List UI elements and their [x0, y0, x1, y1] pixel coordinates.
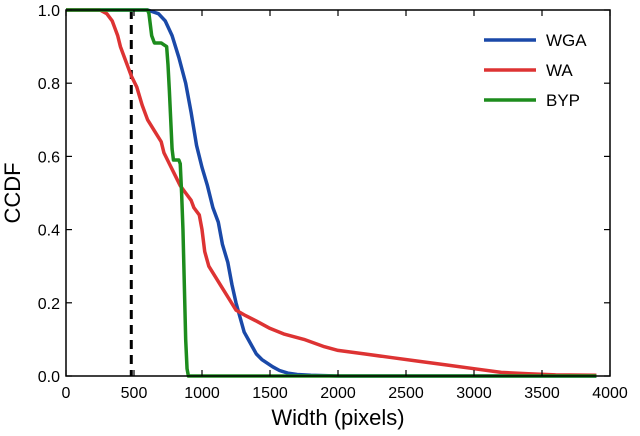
series-line-wa — [66, 8, 597, 378]
x-tick-label: 1500 — [252, 385, 288, 402]
y-tick-label: 0.2 — [38, 296, 60, 313]
series-line-byp — [66, 8, 597, 378]
axes-frame — [65, 9, 611, 377]
x-tick-label: 0 — [62, 385, 71, 402]
legend-label-wa: WA — [546, 61, 573, 80]
x-axis-label: Width (pixels) — [271, 405, 404, 430]
y-tick-label: 0.8 — [38, 76, 60, 93]
y-tick-label: 1.0 — [38, 3, 60, 20]
x-tick-label: 4000 — [592, 385, 628, 402]
x-tick-label: 3500 — [524, 385, 560, 402]
x-tick-label: 500 — [121, 385, 148, 402]
legend-label-byp: BYP — [546, 91, 580, 110]
y-axis-label: CCDF — [0, 162, 25, 223]
series-line-wga — [66, 8, 597, 378]
x-tick-label: 2500 — [388, 385, 424, 402]
x-tick-label: 1000 — [184, 385, 220, 402]
x-tick-label: 3000 — [456, 385, 492, 402]
y-tick-label: 0.6 — [38, 149, 60, 166]
axes-layer — [65, 9, 611, 377]
y-tick-label: 0.4 — [38, 223, 60, 240]
x-tick-label: 2000 — [320, 385, 356, 402]
ticks-layer: 0 500 1000 1500 2000 2500 3000 3500 4000 0.0 0.2 0.… — [38, 3, 628, 402]
y-tick-label: 0.0 — [38, 369, 60, 386]
legend-label-wga: WGA — [546, 31, 587, 50]
series-layer — [66, 8, 597, 378]
legend: WGA WA BYP — [484, 31, 587, 110]
